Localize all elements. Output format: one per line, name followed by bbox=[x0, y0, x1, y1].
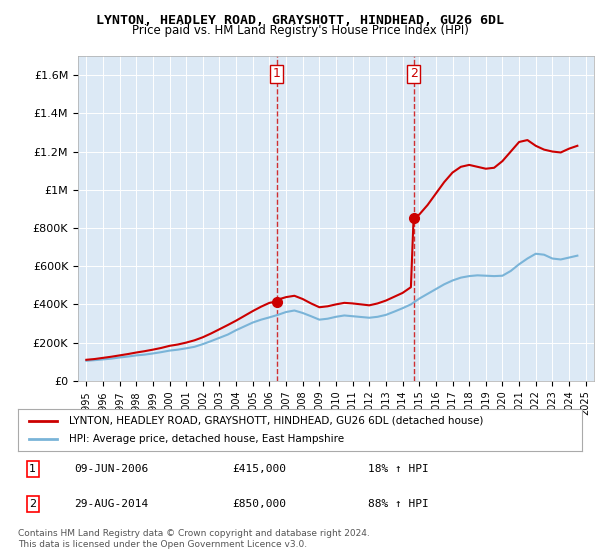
Text: 29-AUG-2014: 29-AUG-2014 bbox=[74, 499, 149, 509]
Text: £415,000: £415,000 bbox=[232, 464, 286, 474]
Text: 09-JUN-2006: 09-JUN-2006 bbox=[74, 464, 149, 474]
Text: 18% ↑ HPI: 18% ↑ HPI bbox=[368, 464, 428, 474]
Text: 1: 1 bbox=[273, 67, 281, 81]
Text: 1: 1 bbox=[29, 464, 36, 474]
Text: HPI: Average price, detached house, East Hampshire: HPI: Average price, detached house, East… bbox=[69, 434, 344, 444]
Text: 88% ↑ HPI: 88% ↑ HPI bbox=[368, 499, 428, 509]
Text: Price paid vs. HM Land Registry's House Price Index (HPI): Price paid vs. HM Land Registry's House … bbox=[131, 24, 469, 37]
Text: 2: 2 bbox=[410, 67, 418, 81]
Text: LYNTON, HEADLEY ROAD, GRAYSHOTT, HINDHEAD, GU26 6DL: LYNTON, HEADLEY ROAD, GRAYSHOTT, HINDHEA… bbox=[96, 14, 504, 27]
Text: Contains HM Land Registry data © Crown copyright and database right 2024.
This d: Contains HM Land Registry data © Crown c… bbox=[18, 529, 370, 549]
Text: £850,000: £850,000 bbox=[232, 499, 286, 509]
Text: LYNTON, HEADLEY ROAD, GRAYSHOTT, HINDHEAD, GU26 6DL (detached house): LYNTON, HEADLEY ROAD, GRAYSHOTT, HINDHEA… bbox=[69, 416, 483, 426]
Text: 2: 2 bbox=[29, 499, 37, 509]
